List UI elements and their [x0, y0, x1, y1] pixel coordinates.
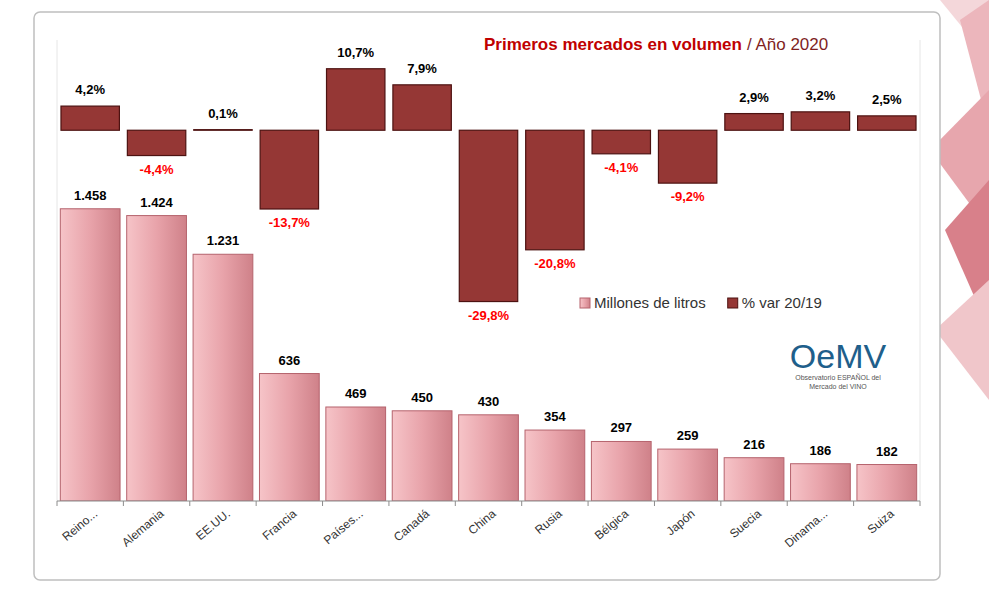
category-label: Alemania: [119, 506, 167, 549]
data-label: 4,2%: [75, 82, 105, 97]
chart: 1.458 1.424 1.231 636 469 450 430 354 297 259 216 1…: [0, 0, 989, 597]
data-label: 259: [677, 428, 699, 443]
variation-bar: [327, 69, 385, 131]
x-tick: [720, 501, 721, 506]
x-tick: [521, 501, 522, 506]
data-label: 1.458: [74, 188, 107, 203]
labels: 1.458 1.424 1.231 636 469 450 430 354 297 259 216 1…: [74, 45, 902, 459]
volume-bar: [259, 374, 319, 501]
x-tick: [853, 501, 854, 506]
volume-bar: [326, 407, 386, 501]
variation-bar: [526, 130, 584, 250]
x-tick: [654, 501, 655, 506]
data-label: 1.424: [140, 195, 173, 210]
data-label: 297: [610, 420, 632, 435]
data-label: 3,2%: [806, 88, 836, 103]
logo-caption-line: Mercado del VINO: [809, 383, 867, 390]
data-label: -4,4%: [140, 162, 174, 177]
variation-bar: [61, 106, 119, 130]
data-label: -9,2%: [671, 189, 705, 204]
title: Primeros mercados en volumen / Año 2020: [484, 35, 828, 54]
variation-bar: [592, 130, 650, 154]
variation-bar: [127, 130, 185, 155]
variation-bar: [194, 129, 252, 131]
x-tick: [322, 501, 323, 506]
data-label: 450: [411, 390, 433, 405]
variation-bar: [725, 114, 783, 131]
logo-caption: Observatorio ESPAÑOL del Mercado del VINO: [795, 373, 881, 390]
category-label: Suecia: [727, 506, 764, 541]
x-tick: [123, 501, 124, 506]
legend-swatch: [728, 298, 738, 308]
x-tick: [455, 501, 456, 506]
data-label: 216: [743, 437, 765, 452]
data-label: 636: [278, 353, 300, 368]
subtitle: / Año 2020: [747, 35, 828, 54]
marks: [60, 69, 916, 501]
data-label: 1.231: [207, 233, 240, 248]
title-text: Primeros mercados en volumen: [484, 35, 742, 54]
y-axis-line: [57, 40, 58, 501]
data-label: 469: [345, 386, 367, 401]
volume-bar: [791, 464, 851, 501]
x-axis-line: [57, 501, 920, 502]
volume-bar: [459, 415, 519, 501]
logo-caption-line: Observatorio ESPAÑOL del: [795, 373, 881, 381]
variation-bar: [393, 85, 451, 130]
x-tick: [388, 501, 389, 506]
category-label: Francia: [260, 506, 300, 543]
volume-bar: [127, 216, 187, 501]
category-label: Suiza: [865, 506, 897, 536]
variation-bar: [858, 116, 916, 130]
data-label: -4,1%: [604, 160, 638, 175]
category-label: Bélgica: [592, 506, 631, 542]
x-tick: [256, 501, 257, 506]
legend: Millones de litros % var 20/19: [580, 294, 822, 311]
variation-bar: [459, 130, 517, 301]
volume-bar: [658, 449, 718, 501]
x-tick: [920, 501, 921, 506]
y2-axis-line: [920, 40, 921, 501]
category-label: Japón: [664, 507, 698, 539]
decoration: [935, 280, 989, 400]
data-label: 0,1%: [208, 106, 238, 121]
data-label: 2,5%: [872, 92, 902, 107]
logo: OeMV: [790, 337, 887, 375]
data-label: 2,9%: [739, 90, 769, 105]
category-label: Rusia: [532, 506, 565, 537]
x-tick: [787, 501, 788, 506]
frame: [34, 12, 940, 580]
legend-label: % var 20/19: [742, 294, 822, 311]
category-label: Dinama...: [782, 507, 830, 551]
volume-bar: [60, 209, 120, 501]
x-tick: [189, 501, 190, 506]
volume-bar: [857, 465, 917, 501]
data-label: 430: [478, 394, 500, 409]
legend-label: Millones de litros: [594, 294, 706, 311]
volume-bar: [724, 458, 784, 501]
data-label: -20,8%: [534, 256, 576, 271]
data-label: 10,7%: [337, 45, 374, 60]
category-label: Países...: [321, 507, 366, 548]
data-label: 354: [544, 409, 566, 424]
volume-bar: [392, 411, 452, 501]
data-label: -13,7%: [269, 215, 311, 230]
volume-bar: [193, 254, 253, 501]
volume-bar: [525, 430, 585, 501]
volume-bar: [591, 441, 651, 501]
variation-bar: [658, 130, 716, 183]
x-tick: [57, 501, 58, 506]
legend-swatch: [580, 298, 590, 308]
category-label: EE.UU.: [193, 507, 233, 543]
variation-bar: [791, 112, 849, 130]
data-label: 182: [876, 444, 898, 459]
x-tick: [588, 501, 589, 506]
category-label: Reino...: [59, 507, 100, 544]
category-label: Canadá: [391, 506, 432, 544]
data-label: 186: [810, 443, 832, 458]
category-label: China: [465, 506, 498, 537]
data-label: 7,9%: [407, 61, 437, 76]
data-label: -29,8%: [468, 308, 510, 323]
variation-bar: [260, 130, 318, 209]
